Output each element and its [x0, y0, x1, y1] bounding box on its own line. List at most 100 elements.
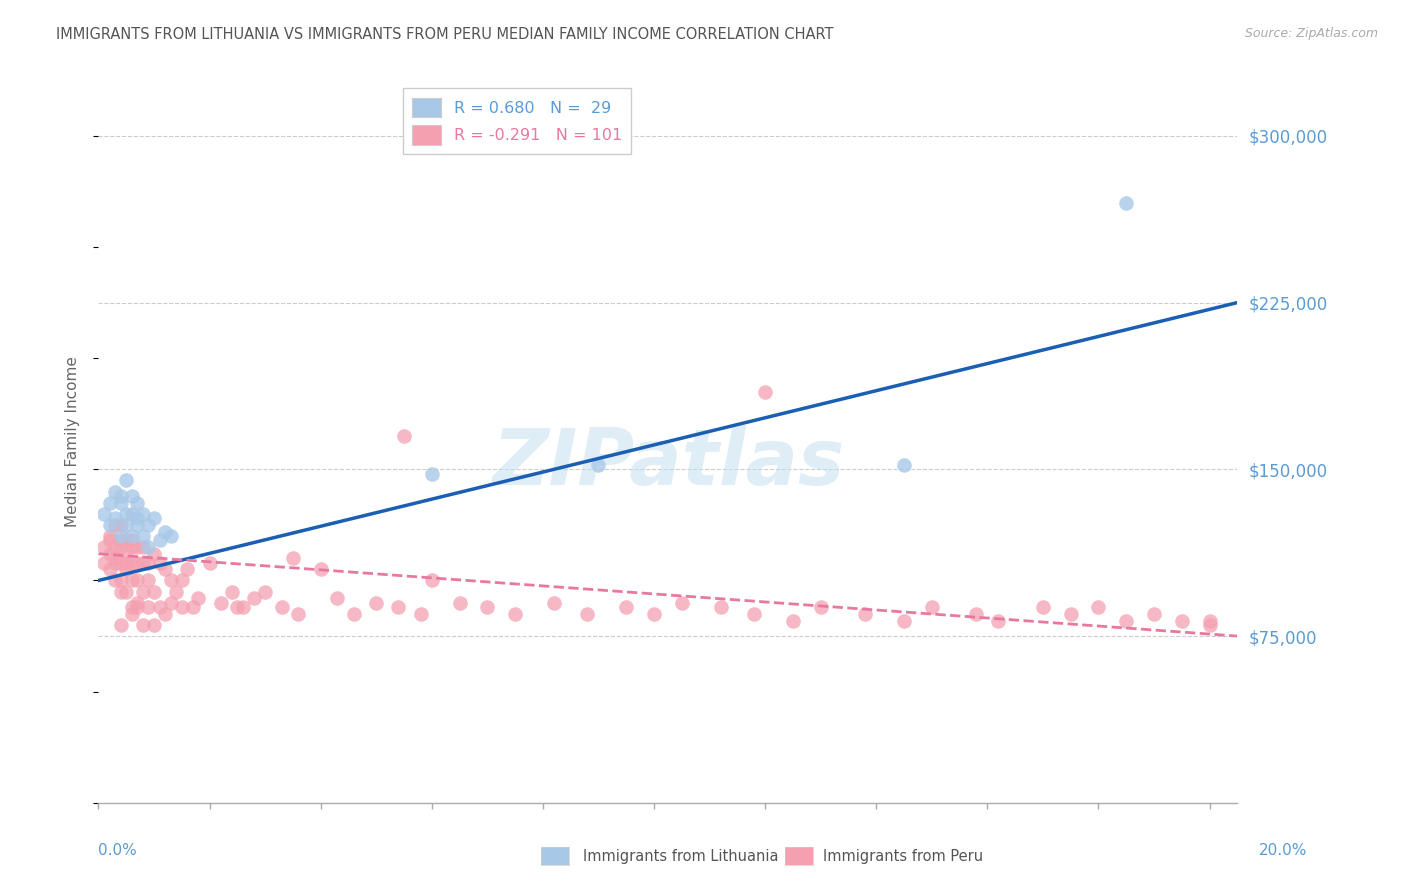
Point	[477, 600, 499, 615]
Text: 20.0%: 20.0%	[1260, 843, 1308, 858]
Point	[115, 562, 138, 576]
Point	[143, 511, 166, 525]
Point	[132, 540, 155, 554]
Point	[115, 556, 138, 570]
Point	[153, 524, 176, 539]
Point	[127, 511, 149, 525]
Point	[121, 540, 143, 554]
Point	[420, 574, 443, 588]
Point	[281, 551, 304, 566]
Point	[132, 507, 155, 521]
Point	[110, 584, 132, 599]
Point	[921, 600, 943, 615]
Point	[159, 596, 181, 610]
Point	[110, 574, 132, 588]
Point	[1170, 614, 1192, 628]
Point	[420, 467, 443, 481]
Point	[127, 496, 149, 510]
Point	[138, 556, 160, 570]
Point	[987, 614, 1010, 628]
Point	[170, 600, 193, 615]
Point	[576, 607, 599, 621]
Point	[115, 533, 138, 548]
Point	[176, 562, 198, 576]
Point	[104, 556, 127, 570]
Point	[187, 591, 209, 606]
Point	[127, 517, 149, 532]
Point	[98, 496, 121, 510]
Text: IMMIGRANTS FROM LITHUANIA VS IMMIGRANTS FROM PERU MEDIAN FAMILY INCOME CORRELATI: IMMIGRANTS FROM LITHUANIA VS IMMIGRANTS …	[56, 27, 834, 42]
Point	[853, 607, 876, 621]
Point	[104, 484, 127, 499]
Text: 0.0%: 0.0%	[98, 843, 138, 858]
Point	[127, 596, 149, 610]
Point	[309, 562, 332, 576]
Point	[115, 517, 138, 532]
Point	[110, 496, 132, 510]
Point	[243, 591, 266, 606]
Point	[121, 556, 143, 570]
Point	[93, 540, 115, 554]
Point	[93, 556, 115, 570]
Point	[115, 584, 138, 599]
Point	[138, 574, 160, 588]
Point	[153, 562, 176, 576]
Point	[232, 600, 254, 615]
Point	[143, 584, 166, 599]
Point	[98, 529, 121, 543]
Point	[287, 607, 309, 621]
Point	[104, 517, 127, 532]
Point	[326, 591, 349, 606]
Point	[153, 607, 176, 621]
Point	[148, 533, 170, 548]
Point	[110, 618, 132, 632]
Point	[671, 596, 693, 610]
Point	[181, 600, 204, 615]
Point	[104, 551, 127, 566]
Point	[110, 540, 132, 554]
Point	[98, 517, 121, 532]
Point	[132, 529, 155, 543]
Point	[132, 618, 155, 632]
Point	[588, 458, 610, 472]
Point	[138, 600, 160, 615]
Point	[138, 540, 160, 554]
Point	[121, 600, 143, 615]
Point	[98, 547, 121, 561]
Point	[98, 533, 121, 548]
Point	[614, 600, 637, 615]
Point	[159, 574, 181, 588]
Point	[138, 517, 160, 532]
Point	[170, 574, 193, 588]
Point	[104, 511, 127, 525]
Text: Immigrants from Lithuania: Immigrants from Lithuania	[583, 849, 779, 863]
Point	[143, 618, 166, 632]
Point	[1087, 600, 1109, 615]
Point	[270, 600, 292, 615]
Point	[1198, 614, 1220, 628]
Point	[110, 489, 132, 503]
Legend: R = 0.680   N =  29, R = -0.291   N = 101: R = 0.680 N = 29, R = -0.291 N = 101	[402, 88, 631, 154]
Point	[254, 584, 277, 599]
Point	[110, 533, 132, 548]
Point	[710, 600, 733, 615]
Text: Source: ZipAtlas.com: Source: ZipAtlas.com	[1244, 27, 1378, 40]
Point	[148, 556, 170, 570]
Point	[127, 574, 149, 588]
Point	[132, 584, 155, 599]
Point	[115, 507, 138, 521]
Point	[121, 533, 143, 548]
Point	[409, 607, 432, 621]
Point	[110, 529, 132, 543]
Point	[104, 574, 127, 588]
Point	[893, 458, 915, 472]
Point	[643, 607, 665, 621]
Text: Immigrants from Peru: Immigrants from Peru	[823, 849, 983, 863]
Point	[121, 529, 143, 543]
Point	[165, 584, 187, 599]
Point	[115, 547, 138, 561]
Point	[93, 507, 115, 521]
Point	[127, 556, 149, 570]
Point	[1143, 607, 1166, 621]
Point	[366, 596, 388, 610]
